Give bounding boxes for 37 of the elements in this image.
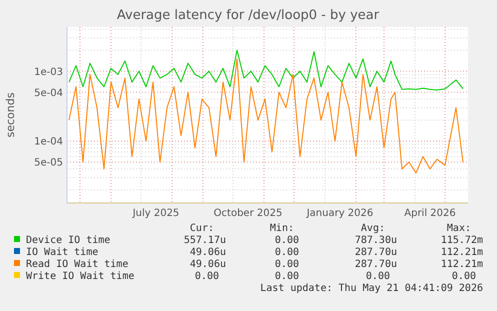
text: Avg: xyxy=(360,223,385,234)
line-series xyxy=(68,50,464,90)
line-series xyxy=(68,58,464,174)
y-tick-label: 5e-05 xyxy=(34,158,63,169)
text: Last update: Thu May 21 04:41:09 2026 xyxy=(260,283,483,294)
y-tick-label: 1e-04 xyxy=(34,136,63,148)
chart-title: Average latency for /dev/loop0 - by year xyxy=(116,8,380,23)
text: 0.00 xyxy=(274,247,299,258)
text: 287.70u xyxy=(354,259,397,270)
legend-label: IO Wait time xyxy=(26,247,98,258)
text: 557.17u xyxy=(184,235,226,246)
text: 112.21m xyxy=(440,259,483,270)
text: 49.06u xyxy=(190,259,226,270)
text: Max: xyxy=(446,223,471,234)
x-tick-label: July 2025 xyxy=(132,208,180,219)
x-tick-label: April 2026 xyxy=(404,208,456,219)
text: 287.70u xyxy=(354,247,397,258)
text: Cur: xyxy=(190,223,214,234)
text: 0.00 xyxy=(194,271,219,282)
text: 787.30u xyxy=(354,235,397,246)
y-tick-label: 1e-03 xyxy=(34,66,63,78)
legend-label: Read IO Wait time xyxy=(26,259,128,270)
text: 115.72m xyxy=(440,235,483,246)
text: 0.00 xyxy=(366,271,390,282)
y-axis-title: seconds xyxy=(4,92,17,138)
text: 112.21m xyxy=(440,247,483,258)
x-tick-label: January 2026 xyxy=(306,208,374,219)
text: 0.00 xyxy=(274,259,299,270)
text: 0.00 xyxy=(274,235,299,246)
text: 0.00 xyxy=(274,271,299,282)
legend-label: Write IO Wait time xyxy=(26,271,134,282)
y-tick-label: 5e-04 xyxy=(34,88,63,99)
text: 49.06u xyxy=(190,247,226,258)
text: 0.00 xyxy=(452,271,476,282)
x-tick-label: October 2025 xyxy=(214,208,282,219)
text: Min: xyxy=(270,223,294,234)
legend-label: Device IO time xyxy=(26,235,110,246)
